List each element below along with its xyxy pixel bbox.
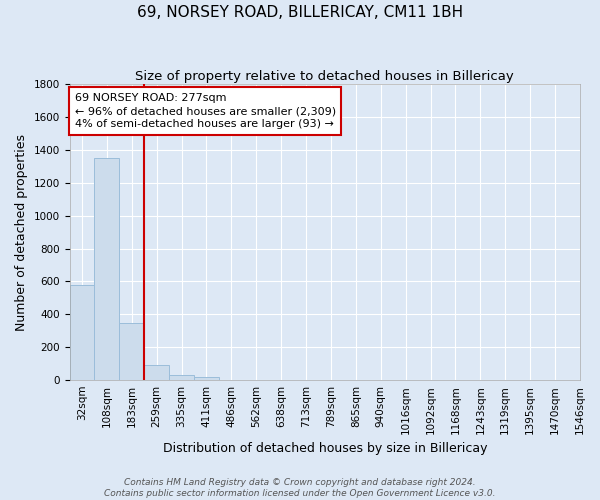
Bar xyxy=(70,284,94,380)
Text: 69 NORSEY ROAD: 277sqm
← 96% of detached houses are smaller (2,309)
4% of semi-d: 69 NORSEY ROAD: 277sqm ← 96% of detached… xyxy=(74,93,336,130)
Text: Contains HM Land Registry data © Crown copyright and database right 2024.
Contai: Contains HM Land Registry data © Crown c… xyxy=(104,478,496,498)
Bar xyxy=(169,375,194,380)
Text: 69, NORSEY ROAD, BILLERICAY, CM11 1BH: 69, NORSEY ROAD, BILLERICAY, CM11 1BH xyxy=(137,5,463,20)
Bar xyxy=(144,366,169,380)
X-axis label: Distribution of detached houses by size in Billericay: Distribution of detached houses by size … xyxy=(163,442,487,455)
Y-axis label: Number of detached properties: Number of detached properties xyxy=(15,134,28,330)
Bar xyxy=(194,377,219,380)
Bar xyxy=(94,158,119,380)
Title: Size of property relative to detached houses in Billericay: Size of property relative to detached ho… xyxy=(136,70,514,83)
Bar xyxy=(119,322,144,380)
